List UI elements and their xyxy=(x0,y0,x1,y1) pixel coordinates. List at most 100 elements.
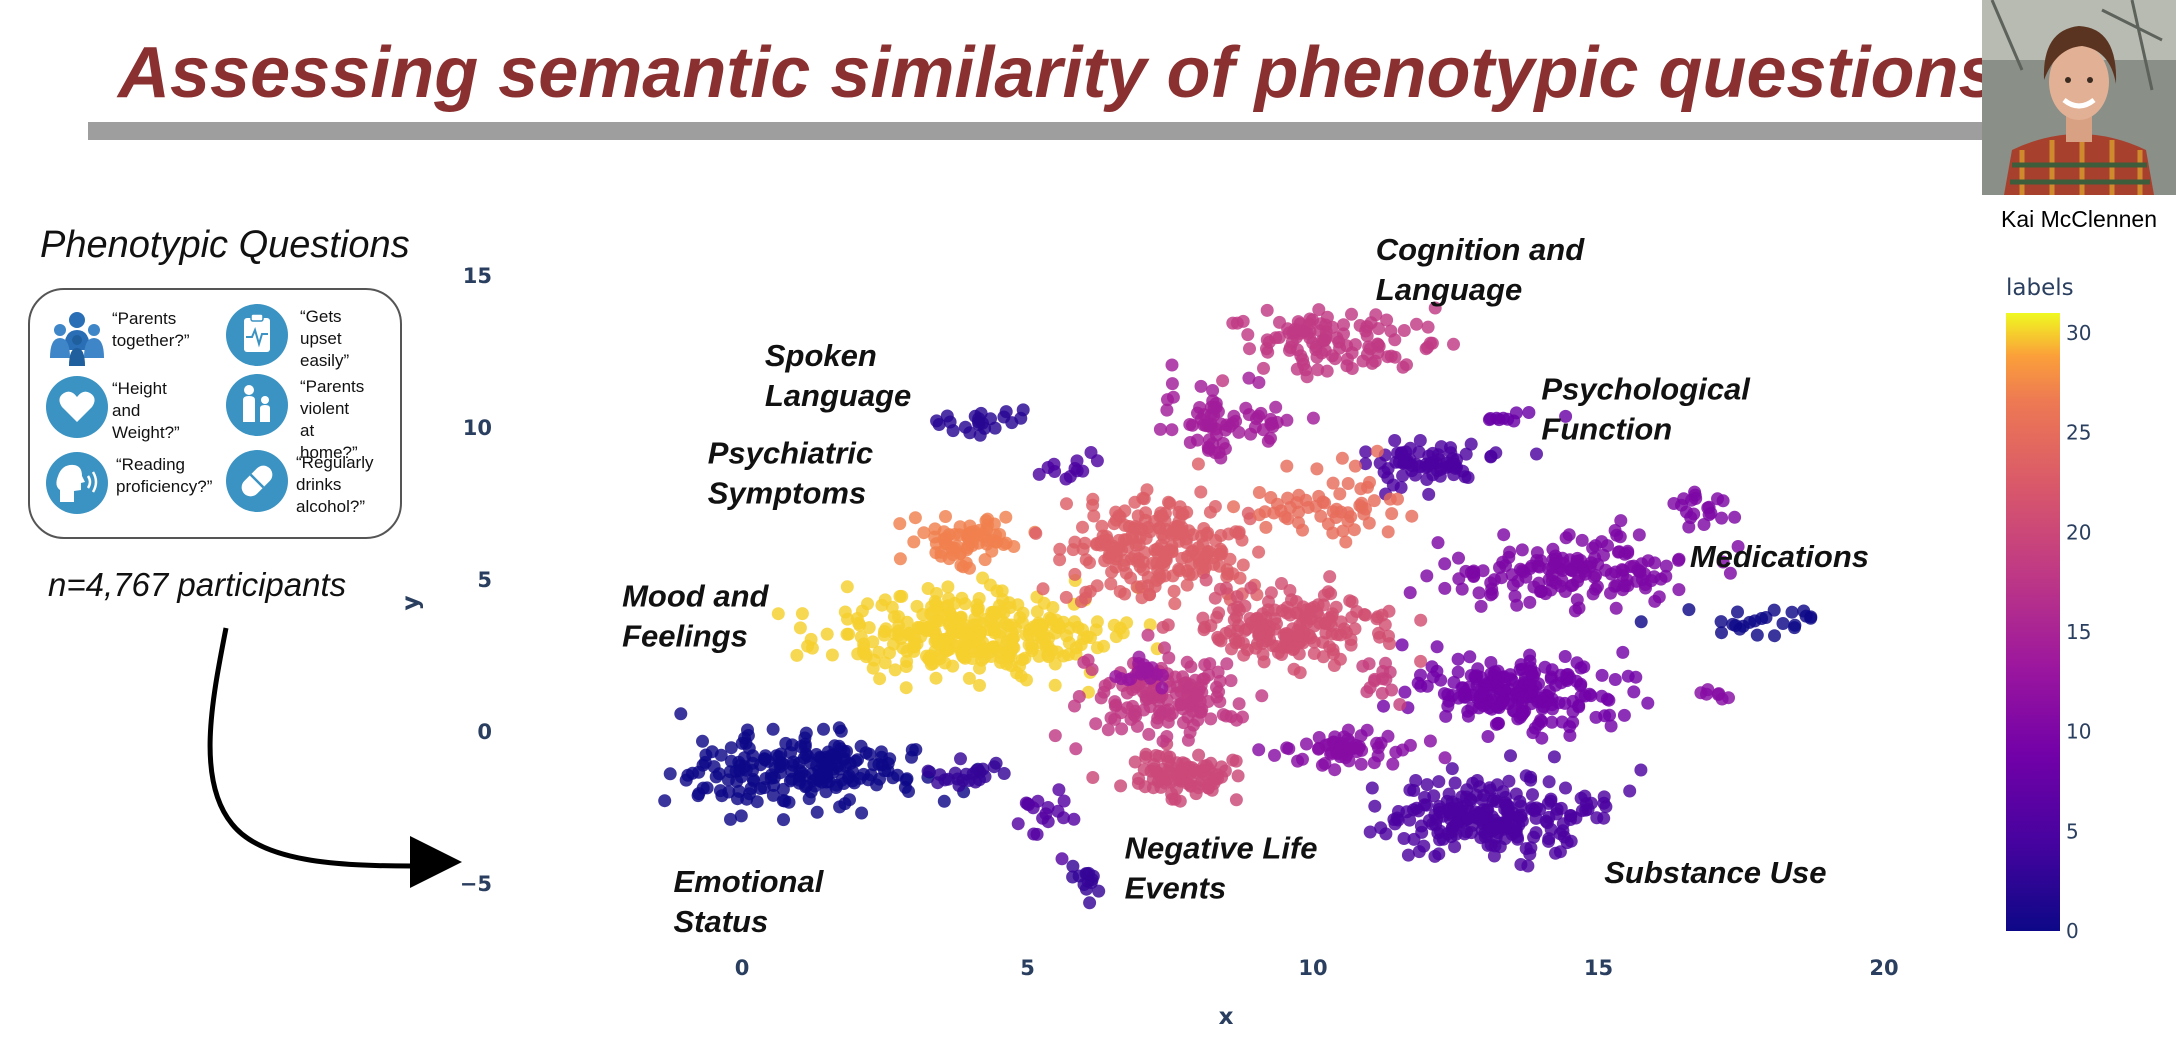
scatter-point xyxy=(1248,621,1262,635)
scatter-point xyxy=(1558,650,1572,663)
scatter-point xyxy=(1425,660,1439,674)
scatter-point xyxy=(1011,817,1025,831)
colorbar-tick-label: 10 xyxy=(2066,720,2091,744)
scatter-point xyxy=(1700,687,1713,701)
scatter-point xyxy=(1090,641,1104,655)
scatter-point xyxy=(1220,418,1234,432)
x-axis-title: x xyxy=(1219,1004,1234,1030)
scatter-point xyxy=(1116,626,1130,640)
scatter-point xyxy=(1216,374,1230,388)
scatter-point xyxy=(1325,349,1339,363)
scatter-point xyxy=(878,593,892,607)
scatter-point xyxy=(1196,562,1210,576)
question-text: “Regularly drinks alcohol?” xyxy=(296,453,374,516)
scatter-point xyxy=(1285,593,1298,607)
scatter-point xyxy=(1180,578,1194,592)
scatter-point xyxy=(1107,517,1121,531)
scatter-point xyxy=(793,621,807,635)
scatter-point xyxy=(1224,674,1238,688)
scatter-point xyxy=(1317,334,1331,348)
scatter-point xyxy=(1788,618,1802,632)
scatter-point xyxy=(1420,778,1434,792)
scatter-point xyxy=(1192,748,1206,762)
scatter-point xyxy=(1219,581,1233,595)
scatter-point xyxy=(979,514,993,528)
scatter-point xyxy=(1589,568,1603,582)
scatter-point xyxy=(1659,569,1673,583)
scatter-point xyxy=(1360,320,1374,334)
scatter-point xyxy=(1438,581,1452,595)
scatter-point xyxy=(1120,616,1134,630)
scatter-point xyxy=(1768,629,1781,643)
scatter-point xyxy=(1529,801,1543,815)
scatter-point xyxy=(1230,590,1244,604)
scatter-point xyxy=(999,405,1013,419)
scatter-point xyxy=(1529,811,1543,825)
scatter-point xyxy=(773,766,787,780)
scatter-point xyxy=(1291,754,1305,768)
scatter-point xyxy=(1010,666,1024,680)
scatter-point xyxy=(899,773,913,787)
scatter-point xyxy=(1600,692,1614,706)
scatter-point xyxy=(1630,574,1643,588)
scatter-point xyxy=(1197,408,1211,422)
scatter-point xyxy=(1026,641,1040,655)
scatter-point xyxy=(1363,475,1376,489)
scatter-point xyxy=(879,622,893,636)
scatter-point xyxy=(1280,413,1294,427)
scatter-point xyxy=(1441,699,1455,713)
scatter-point xyxy=(1076,542,1090,556)
scatter-point xyxy=(1081,874,1095,888)
scatter-point xyxy=(929,671,943,685)
scatter-point xyxy=(1396,469,1410,483)
scatter-point xyxy=(1545,568,1559,582)
scatter-point xyxy=(837,777,851,790)
scatter-point xyxy=(1158,641,1171,655)
scatter-point xyxy=(1213,674,1227,688)
scatter-point xyxy=(1249,641,1263,655)
scatter-point xyxy=(974,406,988,420)
scatter-point xyxy=(1051,804,1065,818)
scatter-point xyxy=(1610,528,1624,542)
scatter-point xyxy=(1767,603,1781,617)
scatter-point xyxy=(878,656,892,670)
scatter-point xyxy=(1641,696,1655,710)
scatter-point xyxy=(1053,553,1067,567)
scatter-point xyxy=(1162,651,1176,665)
scatter-point xyxy=(1385,507,1399,521)
scatter-point xyxy=(1268,748,1281,762)
scatter-point xyxy=(1530,447,1543,461)
scatter-point xyxy=(1459,690,1473,704)
scatter-point xyxy=(1396,743,1410,757)
scatter-point xyxy=(1363,342,1377,356)
scatter-point xyxy=(1326,476,1340,490)
scatter-point xyxy=(1403,586,1417,600)
scatter-point xyxy=(993,629,1007,643)
scatter-point xyxy=(1334,615,1348,629)
scatter-point xyxy=(1375,686,1389,700)
scatter-point xyxy=(1337,318,1350,332)
scatter-point xyxy=(1259,611,1273,624)
scatter-point xyxy=(1226,316,1240,330)
scatter-point xyxy=(1114,779,1128,793)
scatter-point xyxy=(1336,524,1350,538)
scatter-point xyxy=(999,510,1013,524)
scatter-point xyxy=(1098,679,1112,693)
scatter-point xyxy=(1519,842,1533,856)
scatter-point xyxy=(1167,584,1181,598)
scatter-point xyxy=(743,787,756,801)
scatter-point xyxy=(1310,462,1324,476)
scatter-point xyxy=(1533,585,1547,598)
scatter-point xyxy=(1055,852,1069,866)
scatter-point xyxy=(834,724,848,738)
scatter-point xyxy=(1020,673,1033,687)
scatter-point xyxy=(1191,457,1205,471)
scatter-point xyxy=(1397,324,1411,337)
scatter-point xyxy=(1159,552,1173,566)
scatter-point xyxy=(1143,618,1157,632)
scatter-point xyxy=(1547,750,1561,764)
scatter-point xyxy=(927,623,941,637)
scatter-point xyxy=(1319,626,1333,640)
scatter-point xyxy=(1260,342,1273,356)
scatter-point xyxy=(1570,554,1584,568)
